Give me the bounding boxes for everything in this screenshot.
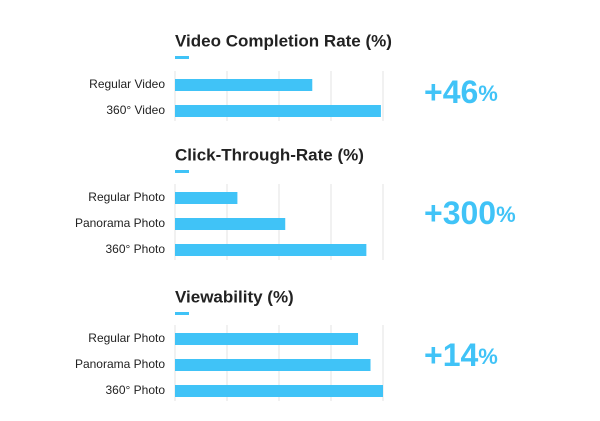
- highlight-value: +300: [424, 195, 496, 231]
- category-label: 360° Photo: [105, 383, 165, 397]
- bar: [175, 218, 286, 230]
- category-label: 360° Photo: [105, 242, 165, 256]
- category-label: Regular Photo: [88, 331, 165, 345]
- category-label: Regular Video: [89, 77, 165, 91]
- highlight-value: +46: [424, 74, 478, 110]
- highlight-unit: %: [478, 81, 498, 106]
- highlight: +300%: [424, 195, 516, 231]
- highlight: +46%: [424, 74, 498, 110]
- chart-title: Viewability (%): [175, 287, 294, 306]
- bar: [175, 333, 359, 345]
- category-label: Panorama Photo: [75, 216, 165, 230]
- chart-title: Click-Through-Rate (%): [175, 145, 364, 164]
- highlight-unit: %: [478, 344, 498, 369]
- bar: [175, 105, 381, 117]
- highlight: +14%: [424, 337, 498, 373]
- title-underline: [175, 170, 189, 173]
- highlight-unit: %: [496, 202, 516, 227]
- bar: [175, 192, 238, 204]
- chart-title: Video Completion Rate (%): [175, 31, 392, 50]
- category-label: Regular Photo: [88, 190, 165, 204]
- highlight-value: +14: [424, 337, 478, 373]
- bar: [175, 359, 371, 371]
- bar: [175, 385, 383, 397]
- category-label: 360° Video: [106, 103, 165, 117]
- title-underline: [175, 312, 189, 315]
- title-underline: [175, 56, 189, 59]
- bar: [175, 244, 367, 256]
- bar: [175, 79, 313, 91]
- category-label: Panorama Photo: [75, 357, 165, 371]
